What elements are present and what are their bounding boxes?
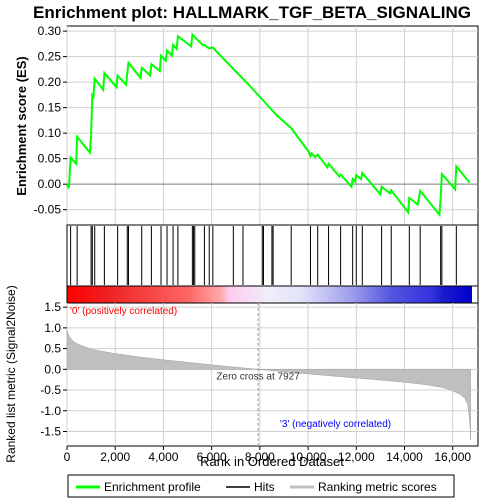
bottom-y-tick-label: -1.5: [40, 424, 61, 438]
x-axis-label: Rank in Ordered Dataset: [200, 454, 344, 469]
x-tick-label: 14,000: [386, 450, 423, 464]
x-axis-ticks: 0 2,000 4,000 6,000 8,000 10,000 12,000 14,000 1…: [64, 446, 471, 464]
bottom-y-tick-label: -0.5: [40, 383, 61, 397]
bottom-y-tick-label: 0.0: [44, 362, 61, 376]
top-y-tick-label: 0.30: [38, 24, 62, 38]
ranking-metric-area: [66, 329, 471, 440]
x-tick-label: 16,000: [434, 450, 471, 464]
x-tick-label: 6,000: [197, 450, 227, 464]
top-y-tick-label: 0.10: [38, 126, 62, 140]
bottom-panel-ylabel: Ranked list metric (Signal2Noise): [4, 285, 18, 462]
legend-frame: [67, 474, 455, 498]
legend-hits-label: Hits: [254, 480, 275, 494]
hits-panel: [66, 224, 479, 287]
bottom-y-tick-label: 1.0: [44, 321, 61, 335]
bottom-panel-y-ticks: -1.5 -1.0 -0.5 0.0 0.5 1.0 1.5: [40, 300, 67, 438]
negative-correlation-label: '3' (negatively correlated): [280, 419, 391, 430]
x-tick-label: 10,000: [290, 450, 327, 464]
legend-ranking-label: Ranking metric scores: [318, 480, 437, 494]
top-y-tick-label: 0.20: [38, 75, 62, 89]
positive-correlation-label: '0' (positively correlated): [70, 306, 177, 317]
top-y-tick-label: 0.00: [38, 177, 62, 191]
legend-enrichment-label: Enrichment profile: [104, 480, 201, 494]
ranked-metric-panel: Zero cross at 7927 '0' (positively corre…: [4, 285, 479, 469]
correlation-color-band: [66, 285, 479, 304]
bottom-y-tick-label: 0.5: [44, 342, 61, 356]
top-y-tick-label: 0.05: [38, 152, 62, 166]
x-tick-label: 2,000: [100, 450, 130, 464]
hit-lines: [70, 226, 457, 285]
zero-cross-label: Zero cross at 7927: [216, 371, 300, 382]
legend: Enrichment profile Hits Ranking metric s…: [67, 474, 455, 498]
top-y-tick-label: -0.05: [34, 203, 62, 217]
x-tick-label: 4,000: [148, 450, 178, 464]
top-y-tick-label: 0.25: [38, 50, 62, 64]
bottom-y-tick-label: -1.0: [40, 404, 61, 418]
x-tick-label: 12,000: [338, 450, 375, 464]
color-band-gradient: [67, 286, 472, 303]
top-panel-ylabel: Enrichment score (ES): [14, 56, 29, 195]
bottom-y-tick-label: 1.5: [44, 300, 61, 314]
enrichment-profile-line: [66, 32, 471, 218]
x-tick-label: 8,000: [245, 450, 275, 464]
top-panel-y-ticks: -0.05 0.00 0.05 0.10 0.15 0.20 0.25 0.30: [34, 24, 67, 217]
chart-title: Enrichment plot: HALLMARK_TGF_BETA_SIGNA…: [33, 3, 471, 22]
x-tick-label: 0: [64, 450, 71, 464]
top-y-tick-label: 0.15: [38, 101, 62, 115]
top-panel-frame: [66, 25, 479, 226]
enrichment-score-panel: -0.05 0.00 0.05 0.10 0.15 0.20 0.25 0.30 Enrich…: [14, 24, 479, 226]
